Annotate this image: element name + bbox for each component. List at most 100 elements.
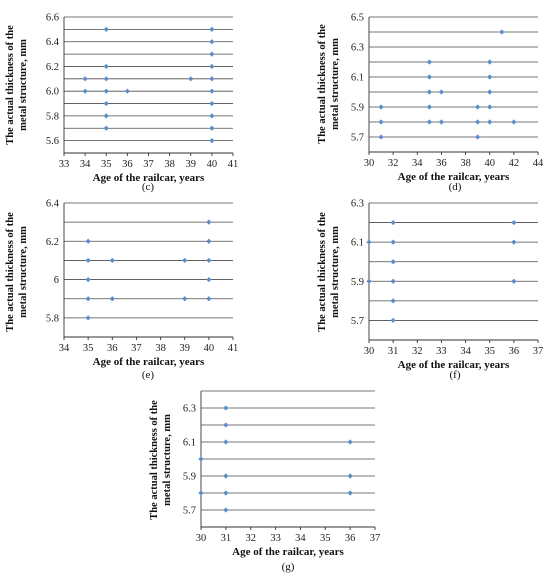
y-axis-label: The actual thickness of the metal structu… bbox=[317, 24, 341, 144]
x-axis-label: Age of the railcar, years bbox=[93, 356, 205, 368]
x-tick-label: 39 bbox=[179, 343, 190, 354]
data-point bbox=[378, 104, 384, 110]
y-tick-label: 6.4 bbox=[46, 37, 60, 48]
data-point bbox=[511, 239, 517, 245]
panel-label: (f) bbox=[450, 369, 461, 381]
y-tick-label: 5.9 bbox=[351, 103, 364, 114]
data-point bbox=[209, 88, 215, 94]
data-point bbox=[347, 473, 353, 479]
data-point bbox=[487, 89, 493, 95]
data-point bbox=[198, 456, 204, 462]
x-tick-label: 33 bbox=[59, 159, 70, 170]
data-point bbox=[109, 257, 115, 264]
y-tick-label: 6.1 bbox=[351, 73, 364, 84]
data-point bbox=[487, 74, 493, 80]
y-axis-label: The actual thickness of the metal structu… bbox=[149, 400, 173, 520]
x-tick-label: 35 bbox=[83, 343, 94, 354]
data-point bbox=[475, 104, 481, 110]
data-point bbox=[209, 138, 215, 144]
x-tick-label: 36 bbox=[436, 158, 447, 169]
y-tick-label: 6.5 bbox=[351, 13, 364, 24]
data-point bbox=[109, 296, 115, 302]
x-tick-label: 31 bbox=[221, 533, 232, 544]
data-point bbox=[85, 238, 91, 244]
data-point bbox=[426, 104, 432, 110]
data-point bbox=[511, 219, 517, 226]
chart-panel-g: 30 31 32 33 34 35 36 37 5.7 5.9 6.1 6.3 Age of the r… bbox=[149, 390, 381, 573]
x-tick-label: 30 bbox=[196, 533, 207, 544]
x-tick-label: 36 bbox=[107, 343, 118, 354]
data-point bbox=[223, 439, 229, 445]
x-tick-label: 32 bbox=[388, 158, 399, 169]
y-tick-label: 6.3 bbox=[183, 404, 196, 415]
data-point bbox=[124, 88, 130, 94]
x-tick-label: 37 bbox=[370, 533, 381, 544]
data-point bbox=[487, 59, 493, 65]
x-tick-label: 39 bbox=[186, 159, 197, 170]
x-tick-label: 30 bbox=[364, 158, 375, 169]
data-point bbox=[209, 51, 215, 57]
data-point bbox=[209, 100, 215, 107]
data-point bbox=[206, 257, 212, 264]
x-tick-label: 31 bbox=[388, 346, 399, 357]
x-tick-label: 40 bbox=[204, 343, 215, 354]
x-tick-label: 38 bbox=[460, 158, 471, 169]
x-tick-label: 32 bbox=[412, 346, 423, 357]
y-tick-label: 5.8 bbox=[46, 313, 59, 324]
chart-panel-e: 34 35 36 37 38 39 40 41 5.8 6 6.2 6.4 Age of the rai… bbox=[5, 199, 238, 382]
x-tick-label: 35 bbox=[320, 533, 331, 544]
y-tick-label: 6.1 bbox=[183, 438, 196, 449]
x-tick-label: 41 bbox=[228, 159, 239, 170]
x-tick-label: 40 bbox=[207, 159, 218, 170]
data-point bbox=[475, 119, 481, 125]
y-tick-label: 6.1 bbox=[351, 238, 364, 249]
x-tick-label: 44 bbox=[533, 158, 544, 169]
data-point bbox=[85, 276, 91, 283]
x-tick-label: 37 bbox=[131, 343, 142, 354]
x-axis-label: Age of the railcar, years bbox=[93, 172, 205, 184]
data-point bbox=[378, 134, 384, 140]
data-point bbox=[182, 296, 188, 302]
y-axis-label: The actual thickness of the metal structu… bbox=[317, 212, 341, 332]
data-point bbox=[390, 239, 396, 245]
data-point bbox=[209, 113, 215, 119]
x-tick-label: 32 bbox=[245, 533, 256, 544]
panel-label: (d) bbox=[449, 181, 462, 193]
x-tick-label: 37 bbox=[143, 159, 154, 170]
data-point bbox=[438, 119, 445, 125]
data-point bbox=[209, 63, 215, 70]
data-point bbox=[82, 76, 88, 82]
data-point bbox=[499, 29, 505, 35]
y-tick-label: 6.6 bbox=[46, 13, 59, 24]
x-tick-label: 33 bbox=[270, 533, 281, 544]
x-tick-label: 33 bbox=[436, 346, 447, 357]
data-point bbox=[426, 74, 432, 80]
data-point bbox=[198, 490, 204, 496]
chart-panel-f: 30 31 32 33 34 35 36 37 5.7 5.9 6.1 6.3 Age of the r… bbox=[317, 199, 543, 382]
y-tick-label: 6.3 bbox=[351, 43, 364, 54]
data-point bbox=[103, 26, 109, 32]
data-point bbox=[223, 422, 229, 428]
y-axis-label-line: metal structure, mm bbox=[330, 226, 341, 318]
x-tick-label: 38 bbox=[155, 343, 166, 354]
y-tick-label: 5.9 bbox=[351, 277, 364, 288]
x-tick-label: 42 bbox=[509, 158, 520, 169]
data-point bbox=[103, 63, 109, 70]
data-point bbox=[475, 134, 481, 140]
data-point bbox=[209, 125, 215, 131]
y-tick-label: 6.3 bbox=[351, 199, 364, 210]
data-point bbox=[390, 219, 396, 226]
panel-label: (c) bbox=[142, 181, 155, 193]
x-tick-label: 35 bbox=[101, 159, 112, 170]
x-tick-label: 37 bbox=[533, 346, 544, 357]
data-point bbox=[209, 39, 215, 45]
data-point bbox=[511, 278, 517, 284]
data-point bbox=[426, 119, 432, 125]
x-tick-label: 34 bbox=[59, 343, 70, 354]
x-axis-label: Age of the railcar, years bbox=[398, 171, 510, 183]
data-point bbox=[182, 257, 188, 264]
y-tick-label: 5.9 bbox=[183, 472, 196, 483]
panel-label: (g) bbox=[282, 561, 295, 573]
chart-panel-c: 33 34 35 36 37 38 39 40 41 5.6 5.8 6.0 6.2 6.4 6.6 Age … bbox=[5, 13, 238, 194]
